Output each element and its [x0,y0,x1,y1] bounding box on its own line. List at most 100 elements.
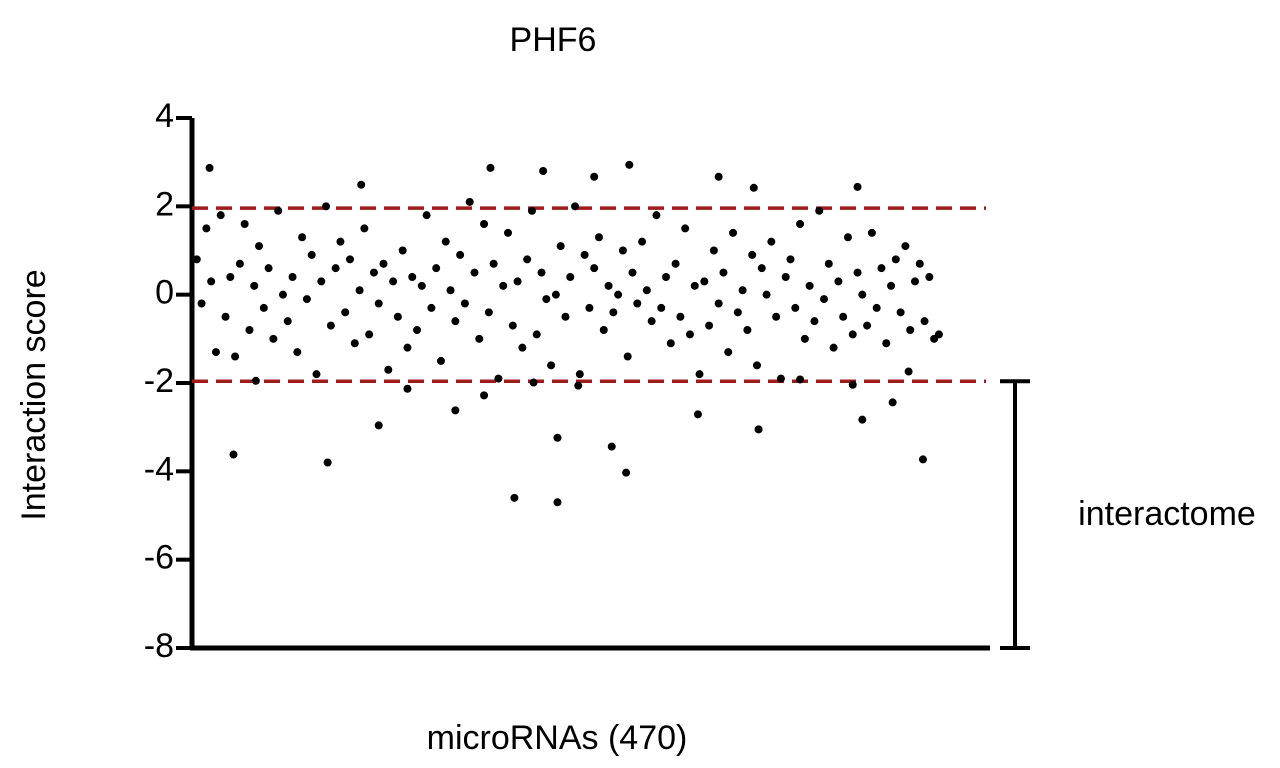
point [341,308,350,317]
point [925,273,934,281]
point [754,425,763,434]
point [302,295,311,304]
point [877,264,886,273]
point [529,378,538,387]
point [527,206,536,215]
point [829,343,838,352]
point [580,250,589,259]
point [202,224,211,233]
point [231,352,240,361]
y-tick-label: 0 [155,274,174,312]
point [264,264,273,273]
point [714,299,723,308]
point [666,339,675,348]
point [618,246,627,255]
point [738,286,747,295]
x-axis-label: microRNAs (470) [427,719,688,757]
point [207,277,216,286]
point [369,268,378,277]
point [796,220,805,228]
point [240,220,249,228]
point [523,255,532,264]
point [561,312,570,321]
point [499,281,508,290]
point [379,259,388,268]
point [465,197,474,206]
point [427,303,436,312]
point [553,498,562,507]
point [848,330,857,339]
point [566,273,575,281]
point [504,228,513,237]
point [749,183,758,192]
chart-title: PHF6 [510,21,597,59]
point [662,273,671,281]
y-tick-label: -4 [144,450,174,488]
y-tick-label: -8 [144,627,174,665]
point [475,334,484,343]
bracket-label: interactome [1078,495,1256,533]
point [229,450,238,459]
point [259,303,268,312]
point [915,259,924,268]
point [456,250,465,259]
point [508,321,517,330]
point [625,160,634,169]
point [307,250,316,259]
point [408,273,417,281]
point [714,172,723,181]
point [255,242,264,251]
point [623,352,632,361]
point [288,273,297,281]
point [690,281,699,290]
point [494,374,503,383]
point [357,180,366,189]
point [901,242,910,251]
point [211,348,220,357]
y-tick-label: -6 [144,539,174,577]
point [705,321,714,330]
point [283,317,292,326]
point [848,380,857,389]
point [322,202,331,211]
point [791,303,800,312]
point [298,233,307,242]
point [336,237,345,246]
point [269,334,278,343]
point [839,312,848,321]
point [590,172,599,181]
point [781,273,790,281]
point [614,290,623,299]
point [432,264,441,273]
point [867,228,876,237]
point [700,277,709,286]
point [585,303,594,312]
point [622,468,631,477]
point [470,268,479,277]
point [693,410,702,419]
y-axis-label: Interaction score [15,269,53,520]
point [542,295,551,304]
point [762,290,771,299]
point [551,290,560,299]
point [398,246,407,255]
point [365,330,374,339]
point [216,211,225,220]
point [350,339,359,348]
point [480,220,489,228]
point [671,259,680,268]
point [776,374,785,383]
point [599,326,608,334]
point [891,255,900,264]
point [843,233,852,242]
point [607,442,616,451]
point [638,237,647,246]
point [451,406,460,415]
point [786,255,795,264]
point [250,281,259,290]
point [575,370,584,379]
point [824,259,833,268]
point [853,182,862,191]
point [642,286,651,295]
